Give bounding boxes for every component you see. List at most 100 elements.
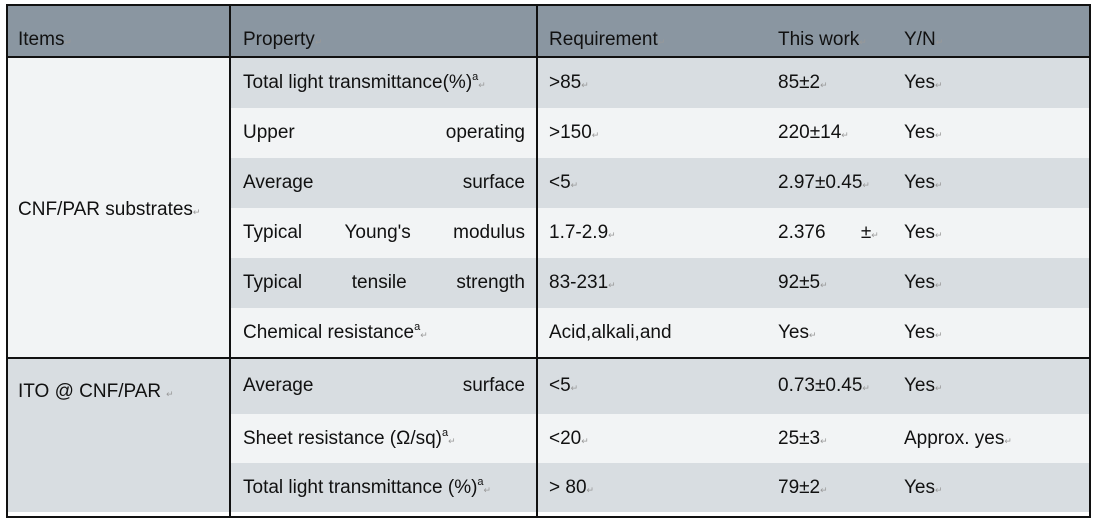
footnote-marker: a: [414, 321, 421, 333]
footnote-marker: a: [442, 427, 449, 439]
requirement-cell: >85↵: [549, 73, 589, 92]
this-work-cell: 0.73±0.45↵: [778, 376, 870, 395]
group-label: CNF/PAR substrates↵: [18, 200, 200, 219]
cell-text: Yes: [904, 222, 935, 243]
paragraph-mark-icon: ↵: [161, 389, 174, 399]
cell-text: 83-231: [549, 272, 609, 293]
this-work-cell: Yes↵: [778, 323, 817, 342]
cell-text: Yes: [904, 477, 935, 498]
property-word: Average: [243, 375, 314, 396]
paragraph-mark-icon: ↵: [935, 383, 943, 393]
property-word: Average: [243, 172, 314, 193]
this-work-cell: 2.97±0.45↵: [778, 173, 870, 192]
paragraph-mark-icon: ↵: [581, 436, 589, 446]
property-cell: Typical Young's modulus: [243, 223, 525, 242]
property-cell: Typical tensile strength: [243, 273, 525, 292]
requirement-cell: <20↵: [549, 429, 589, 448]
column-divider: [536, 6, 538, 516]
group-cell: [8, 358, 230, 512]
property-cell: Chemical resistancea↵: [243, 321, 428, 343]
requirement-cell: 1.7-2.9↵: [549, 223, 616, 242]
header-cell: Y/N↵: [904, 29, 944, 50]
paragraph-mark-icon: ↵: [570, 383, 579, 393]
paragraph-mark-icon: ↵: [935, 80, 943, 90]
cell-text: Yes: [904, 272, 935, 293]
requirement-cell: > 80↵: [549, 478, 594, 497]
yn-cell: Yes↵: [904, 73, 943, 92]
property-text: Sheet resistance (Ω/sq): [243, 428, 443, 449]
cell-text: 220±14: [778, 122, 842, 143]
table-header: [8, 6, 1089, 58]
cell-text: 2.376 ±: [778, 222, 872, 243]
group-label-text: CNF/PAR substrates: [18, 199, 193, 220]
property-word: surface: [462, 172, 525, 193]
paragraph-mark-icon: ↵: [935, 330, 943, 340]
table-row-band: [230, 108, 1089, 158]
cell-text: Acid,alkali,and: [549, 322, 672, 343]
paragraph-mark-icon: ↵: [862, 383, 870, 393]
paragraph-mark-icon: ↵: [64, 37, 72, 47]
property-cell: Sheet resistance (Ω/sq)a↵: [243, 427, 456, 449]
paragraph-mark-icon: ↵: [859, 37, 867, 47]
paragraph-mark-icon: ↵: [420, 330, 428, 340]
paragraph-mark-icon: ↵: [862, 180, 870, 190]
cell-text: 0.73±0.45: [778, 375, 863, 396]
group-label-text: ITO @ CNF/PAR: [18, 381, 162, 402]
requirement-cell: <5↵: [549, 173, 578, 192]
this-work-cell: 79±2↵: [778, 478, 828, 497]
paragraph-mark-icon: ↵: [586, 485, 595, 495]
group-cell: [8, 58, 230, 358]
paragraph-mark-icon: ↵: [820, 80, 828, 90]
header-cell: This work↵: [778, 29, 867, 50]
table-row-band: [230, 158, 1089, 208]
property-word: Typical: [243, 272, 303, 293]
paragraph-mark-icon: ↵: [1004, 436, 1012, 446]
table-row-band: [230, 358, 1089, 414]
property-word: operating: [445, 122, 525, 143]
this-work-cell: 2.376 ±↵: [778, 223, 879, 242]
paragraph-mark-icon: ↵: [871, 230, 879, 240]
cell-text: 85±2: [778, 72, 821, 93]
yn-cell: Yes↵: [904, 478, 943, 497]
property-text: Total light transmittance(%): [243, 72, 473, 93]
yn-cell: Yes↵: [904, 223, 943, 242]
requirement-cell: Acid,alkali,and: [549, 323, 672, 342]
cell-text: 25±3: [778, 428, 821, 449]
property-cell: Average surface: [243, 376, 525, 395]
cell-text: Yes: [904, 172, 935, 193]
paragraph-mark-icon: ↵: [820, 485, 828, 495]
paragraph-mark-icon: ↵: [935, 130, 943, 140]
column-divider: [229, 6, 231, 516]
cell-text: Approx. yes: [904, 428, 1005, 449]
cell-text: Yes: [904, 322, 935, 343]
property-cell: Average surface: [243, 173, 525, 192]
cell-text: <20: [549, 428, 582, 449]
header-cell: Property↵: [243, 29, 323, 50]
paragraph-mark-icon: ↵: [935, 37, 944, 47]
this-work-cell: 220±14↵: [778, 123, 849, 142]
paragraph-mark-icon: ↵: [809, 330, 817, 340]
paragraph-mark-icon: ↵: [935, 180, 943, 190]
requirements-table: Items↵ Property↵ Requirement↵ This work↵ Y/N…: [6, 4, 1091, 518]
yn-cell: Yes↵: [904, 123, 943, 142]
property-text: Total light transmittance (%): [243, 477, 478, 498]
paragraph-mark-icon: ↵: [192, 207, 201, 217]
yn-cell: Yes↵: [904, 323, 943, 342]
yn-cell: Approx. yes↵: [904, 429, 1012, 448]
paragraph-mark-icon: ↵: [935, 230, 943, 240]
cell-text: Yes: [904, 122, 935, 143]
paragraph-mark-icon: ↵: [591, 130, 600, 140]
paragraph-mark-icon: ↵: [608, 280, 616, 290]
cell-text: Yes: [904, 72, 935, 93]
header-cell: Items↵: [18, 29, 72, 50]
property-word: Typical: [243, 222, 303, 243]
paragraph-mark-icon: ↵: [314, 37, 323, 47]
this-work-cell: 85±2↵: [778, 73, 828, 92]
cell-text: 92±5: [778, 272, 821, 293]
paragraph-mark-icon: ↵: [820, 280, 828, 290]
cell-text: <5: [549, 172, 571, 193]
yn-cell: Yes↵: [904, 376, 943, 395]
paragraph-mark-icon: ↵: [478, 80, 486, 90]
requirement-cell: <5↵: [549, 376, 578, 395]
property-word: Young's: [344, 222, 411, 243]
